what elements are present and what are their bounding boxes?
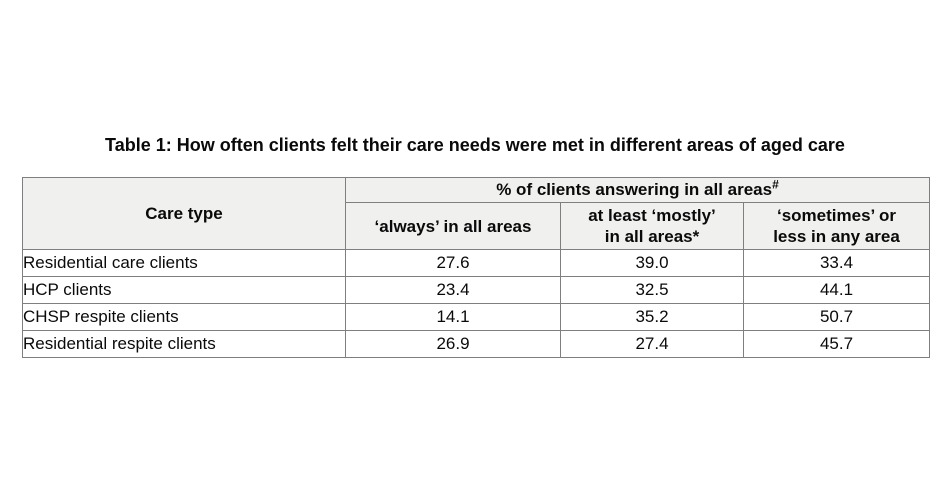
table-row: Residential care clients 27.6 39.0 33.4 (22, 249, 931, 277)
header-always-line1: ‘always’ in all areas (374, 216, 532, 236)
header-row-top: Care type % of clients answering in all … (22, 177, 931, 250)
value-cell: 39.0 (560, 249, 744, 277)
header-sometimes: ‘sometimes’ or less in any area (742, 202, 931, 250)
value-cell: 45.7 (742, 330, 931, 358)
header-care-type: Care type (22, 177, 346, 250)
table-row: Residential respite clients 26.9 27.4 45… (22, 330, 931, 358)
header-sometimes-line2: less in any area (773, 227, 900, 246)
header-span-text: % of clients answering in all areas (496, 180, 773, 199)
row-label: HCP clients (22, 276, 346, 304)
header-span-cell: % of clients answering in all areas# (344, 177, 931, 203)
header-row-sub: ‘always’ in all areas at least ‘mostly’ i… (23, 202, 931, 250)
value-cell: 27.6 (345, 249, 561, 277)
value-cell: 50.7 (742, 303, 931, 331)
row-label: Residential care clients (22, 249, 346, 277)
header-sometimes-line1: ‘sometimes’ or (776, 206, 897, 225)
row-label: CHSP respite clients (22, 303, 346, 331)
value-cell: 33.4 (742, 249, 931, 277)
table-row: CHSP respite clients 14.1 35.2 50.7 (22, 303, 931, 331)
value-cell: 14.1 (345, 303, 561, 331)
header-mostly-line1: at least ‘mostly’ (588, 206, 716, 225)
value-cell: 26.9 (345, 330, 561, 358)
header-mostly: at least ‘mostly’ in all areas* (560, 202, 744, 250)
header-mostly-line2: in all areas* (604, 227, 700, 246)
value-cell: 23.4 (345, 276, 561, 304)
value-cell: 35.2 (560, 303, 744, 331)
header-always: ‘always’ in all areas (345, 202, 561, 250)
header-footnote-mark: # (772, 177, 779, 192)
care-needs-table: Care type % of clients answering in all … (22, 177, 931, 358)
table-title: Table 1: How often clients felt their ca… (105, 135, 845, 155)
value-cell: 32.5 (560, 276, 744, 304)
value-cell: 44.1 (742, 276, 931, 304)
row-label: Residential respite clients (22, 330, 346, 358)
value-cell: 27.4 (560, 330, 744, 358)
table-row: HCP clients 23.4 32.5 44.1 (22, 276, 931, 304)
